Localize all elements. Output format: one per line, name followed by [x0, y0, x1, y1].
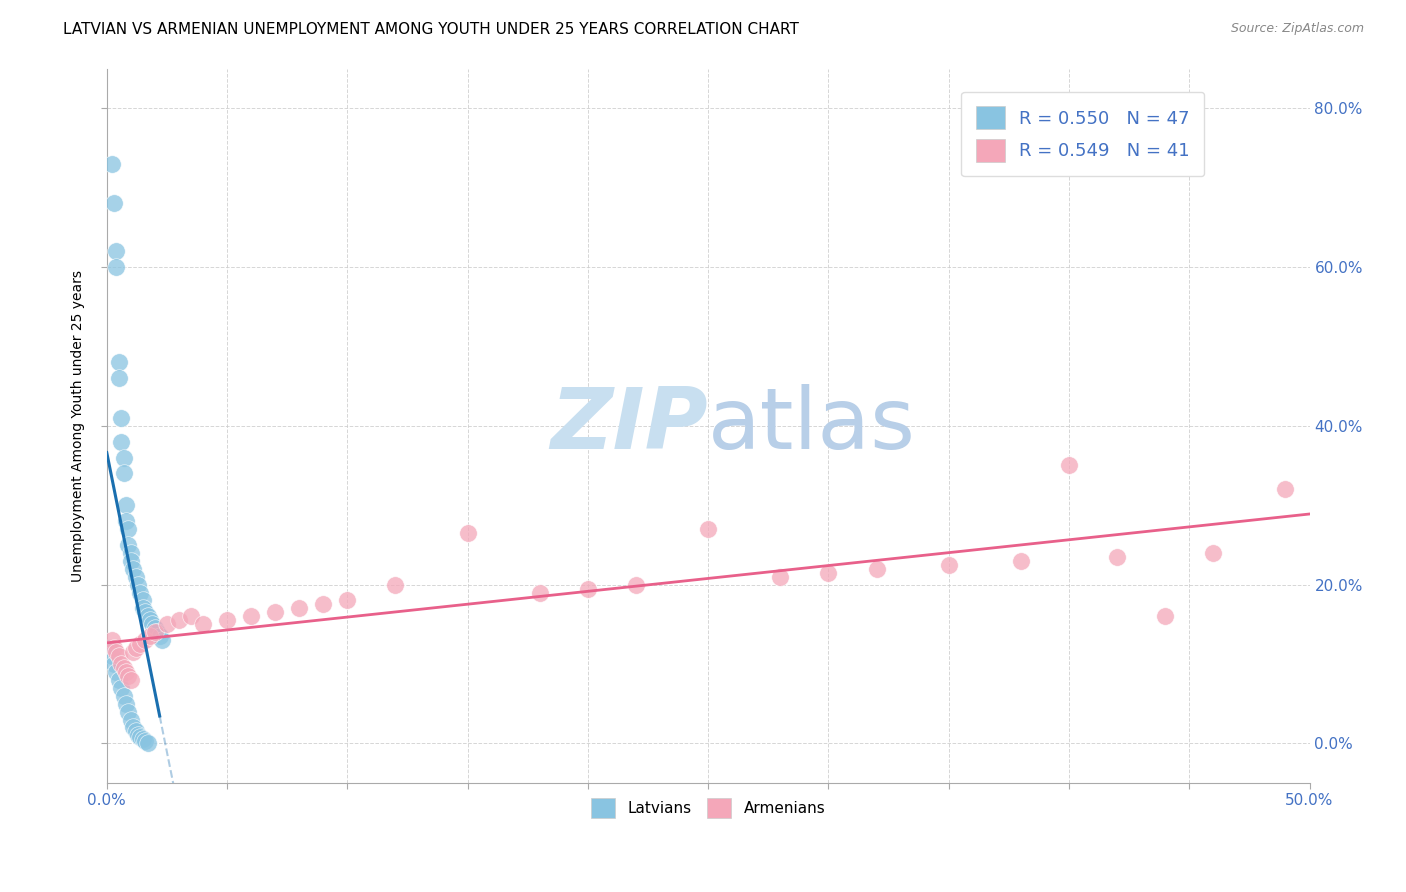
- Point: [769, 569, 792, 583]
- Point: [150, 633, 173, 648]
- Point: [124, 641, 146, 656]
- Point: [103, 657, 125, 671]
- Point: [264, 605, 287, 619]
- Point: [129, 730, 152, 744]
- Point: [288, 601, 311, 615]
- Point: [105, 665, 128, 679]
- Point: [136, 735, 159, 749]
- Point: [134, 633, 156, 648]
- Point: [100, 633, 122, 648]
- Point: [107, 648, 129, 663]
- Point: [103, 196, 125, 211]
- Point: [115, 514, 138, 528]
- Point: [134, 734, 156, 748]
- Point: [938, 558, 960, 572]
- Point: [1202, 546, 1225, 560]
- Point: [115, 665, 138, 679]
- Point: [110, 434, 132, 449]
- Point: [105, 260, 128, 274]
- Point: [1010, 554, 1032, 568]
- Point: [105, 244, 128, 259]
- Point: [127, 577, 149, 591]
- Point: [146, 625, 169, 640]
- Point: [139, 629, 162, 643]
- Point: [112, 661, 135, 675]
- Point: [1057, 458, 1080, 473]
- Point: [100, 157, 122, 171]
- Y-axis label: Unemployment Among Youth under 25 years: Unemployment Among Youth under 25 years: [72, 269, 86, 582]
- Point: [120, 546, 142, 560]
- Point: [110, 410, 132, 425]
- Point: [112, 450, 135, 465]
- Point: [120, 673, 142, 687]
- Point: [697, 522, 720, 536]
- Point: [115, 498, 138, 512]
- Point: [156, 617, 179, 632]
- Point: [149, 629, 172, 643]
- Point: [191, 617, 214, 632]
- Point: [141, 617, 163, 632]
- Point: [132, 593, 155, 607]
- Point: [107, 371, 129, 385]
- Point: [127, 728, 149, 742]
- Point: [124, 569, 146, 583]
- Point: [143, 621, 166, 635]
- Point: [117, 705, 139, 719]
- Point: [817, 566, 839, 580]
- Point: [117, 669, 139, 683]
- Point: [865, 562, 887, 576]
- Text: LATVIAN VS ARMENIAN UNEMPLOYMENT AMONG YOUTH UNDER 25 YEARS CORRELATION CHART: LATVIAN VS ARMENIAN UNEMPLOYMENT AMONG Y…: [63, 22, 799, 37]
- Text: Source: ZipAtlas.com: Source: ZipAtlas.com: [1230, 22, 1364, 36]
- Point: [576, 582, 599, 596]
- Point: [143, 625, 166, 640]
- Point: [112, 467, 135, 481]
- Point: [167, 613, 190, 627]
- Point: [120, 554, 142, 568]
- Point: [129, 585, 152, 599]
- Point: [122, 721, 145, 735]
- Point: [215, 613, 238, 627]
- Point: [134, 605, 156, 619]
- Point: [336, 593, 359, 607]
- Point: [117, 538, 139, 552]
- Point: [112, 689, 135, 703]
- Point: [529, 585, 551, 599]
- Point: [1274, 483, 1296, 497]
- Point: [129, 637, 152, 651]
- Point: [384, 577, 406, 591]
- Point: [107, 673, 129, 687]
- Legend: Latvians, Armenians: Latvians, Armenians: [583, 790, 832, 825]
- Point: [110, 681, 132, 695]
- Point: [110, 657, 132, 671]
- Text: ZIP: ZIP: [551, 384, 709, 467]
- Point: [624, 577, 647, 591]
- Point: [122, 645, 145, 659]
- Point: [115, 697, 138, 711]
- Point: [132, 732, 155, 747]
- Point: [117, 522, 139, 536]
- Point: [120, 713, 142, 727]
- Point: [1107, 549, 1129, 564]
- Point: [1154, 609, 1177, 624]
- Point: [107, 355, 129, 369]
- Point: [103, 641, 125, 656]
- Point: [312, 598, 335, 612]
- Point: [122, 562, 145, 576]
- Point: [105, 645, 128, 659]
- Point: [98, 641, 121, 656]
- Point: [124, 724, 146, 739]
- Point: [132, 601, 155, 615]
- Point: [457, 525, 479, 540]
- Point: [136, 609, 159, 624]
- Point: [139, 613, 162, 627]
- Point: [240, 609, 263, 624]
- Point: [100, 648, 122, 663]
- Text: atlas: atlas: [709, 384, 917, 467]
- Point: [180, 609, 202, 624]
